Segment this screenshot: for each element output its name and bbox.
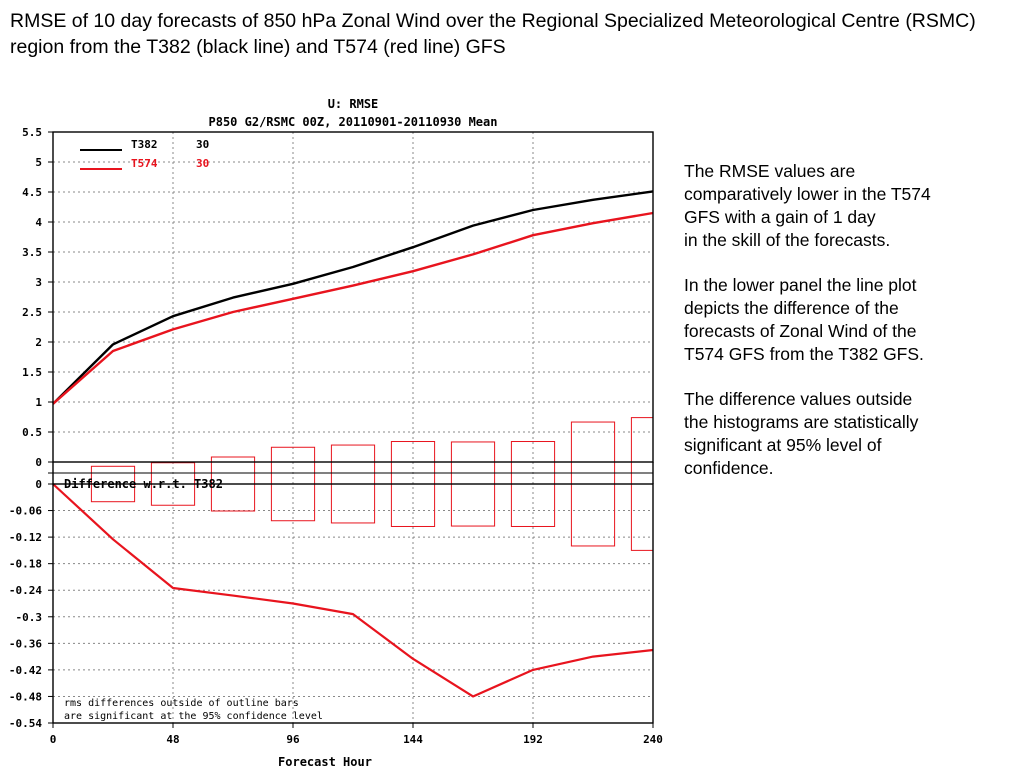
note-difference-plot: In the lower panel the line plot depicts… [684,275,924,364]
x-tick-label: 48 [166,733,179,746]
bottom-y-tick-label: -0.12 [9,531,42,544]
x-axis-label: Forecast Hour [278,755,372,768]
x-tick-label: 192 [523,733,543,746]
top-y-tick-label: 2.5 [22,306,42,319]
axes [48,131,654,728]
grid-lines [53,132,653,723]
bottom-y-tick-label: -0.48 [9,690,42,703]
legend-count-t574: 30 [196,157,209,170]
bottom-y-tick-label: 0 [35,478,42,491]
bottom-y-tick-label: -0.3 [16,611,43,624]
top-panel-frame [52,131,654,463]
top-y-tick-label: 4.5 [22,186,42,199]
chart-subtitle: P850 G2/RSMC 00Z, 20110901-20110930 Mean [209,115,498,129]
top-y-tick-label: 2 [35,336,42,349]
difference-line [52,483,654,698]
top-y-tick-label: 1 [35,396,42,409]
bottom-panel-frame [52,483,654,724]
legend-label-t574: T574 [131,157,158,170]
bottom-y-tick-label: -0.18 [9,558,42,571]
bottom-y-tick-label: -0.54 [9,717,42,730]
top-y-tick-label: 5 [35,156,42,169]
x-tick-label: 96 [286,733,300,746]
bottom-y-tick-label: -0.06 [9,505,42,518]
x-tick-label: 144 [403,733,423,746]
top-y-tick-label: 0 [35,456,42,469]
bottom-y-tick-label: -0.36 [9,637,42,650]
bottom-y-tick-label: -0.42 [9,664,42,677]
top-y-tick-label: 4 [35,216,42,229]
difference-annotation: Difference w.r.t. T382 [64,477,223,491]
explanation-notes: The RMSE values are comparatively lower … [684,160,1014,502]
slide-title: RMSE of 10 day forecasts of 850 hPa Zona… [10,10,976,58]
series-line-t574 [52,211,654,405]
significance-footnote: are significant at the 95% confidence le… [64,711,323,722]
top-y-tick-label: 3 [35,276,42,289]
top-y-tick-label: 0.5 [22,426,42,439]
x-tick-label: 240 [643,733,663,746]
top-y-tick-label: 3.5 [22,246,42,259]
legend-label-t382: T382 [131,138,158,151]
series-line-t382 [52,190,654,405]
series-lines [52,190,654,698]
top-y-tick-label: 1.5 [22,366,42,379]
significance-footnote: rms differences outside of outline bars [64,698,299,709]
note-rmse-gain: The RMSE values are comparatively lower … [684,161,931,250]
chart-title: U: RMSE [328,97,379,111]
rmse-chart: 0 0.5 1 1.5 2 2.5 3 3.5 4 4.5 5 5.5 0 -0.06 -0.12 -0.18… [9,97,663,768]
note-significance: The difference values outside the histog… [684,389,919,478]
chart-text: 0 0.5 1 1.5 2 2.5 3 3.5 4 4.5 5 5.5 0 -0.06 -0.12 -0.18… [9,97,663,768]
x-tick-label: 0 [50,733,57,746]
top-y-tick-label: 5.5 [22,126,42,139]
legend-count-t382: 30 [196,138,209,151]
bottom-y-tick-label: -0.24 [9,584,42,597]
